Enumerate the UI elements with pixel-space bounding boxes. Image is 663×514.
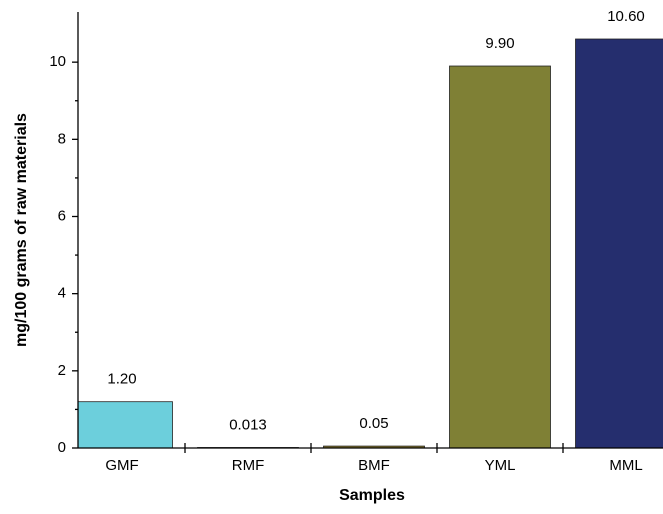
y-tick-label: 8 (58, 130, 66, 147)
x-tick-label: BMF (358, 457, 390, 474)
y-tick-label: 0 (58, 439, 66, 456)
y-tick-label: 4 (58, 285, 66, 302)
bar (78, 401, 173, 449)
value-label: 0.013 (229, 416, 267, 433)
plot-area (78, 38, 663, 449)
value-label: 9.90 (485, 35, 514, 52)
value-label: 10.60 (607, 8, 645, 25)
x-tick-label: MML (609, 457, 642, 474)
value-label: 1.20 (107, 371, 136, 388)
bar (449, 65, 551, 449)
y-tick-label: 2 (58, 362, 66, 379)
y-axis-title: mg/100 grams of raw materials (13, 113, 30, 347)
x-tick-label: GMF (105, 457, 138, 474)
bar (575, 38, 663, 449)
y-tick-label: 6 (58, 207, 66, 224)
x-axis-title: Samples (339, 487, 405, 504)
x-tick-label: RMF (232, 457, 265, 474)
x-tick-label: YML (485, 457, 516, 474)
y-tick-label: 10 (49, 53, 66, 70)
value-label: 0.05 (359, 415, 388, 432)
